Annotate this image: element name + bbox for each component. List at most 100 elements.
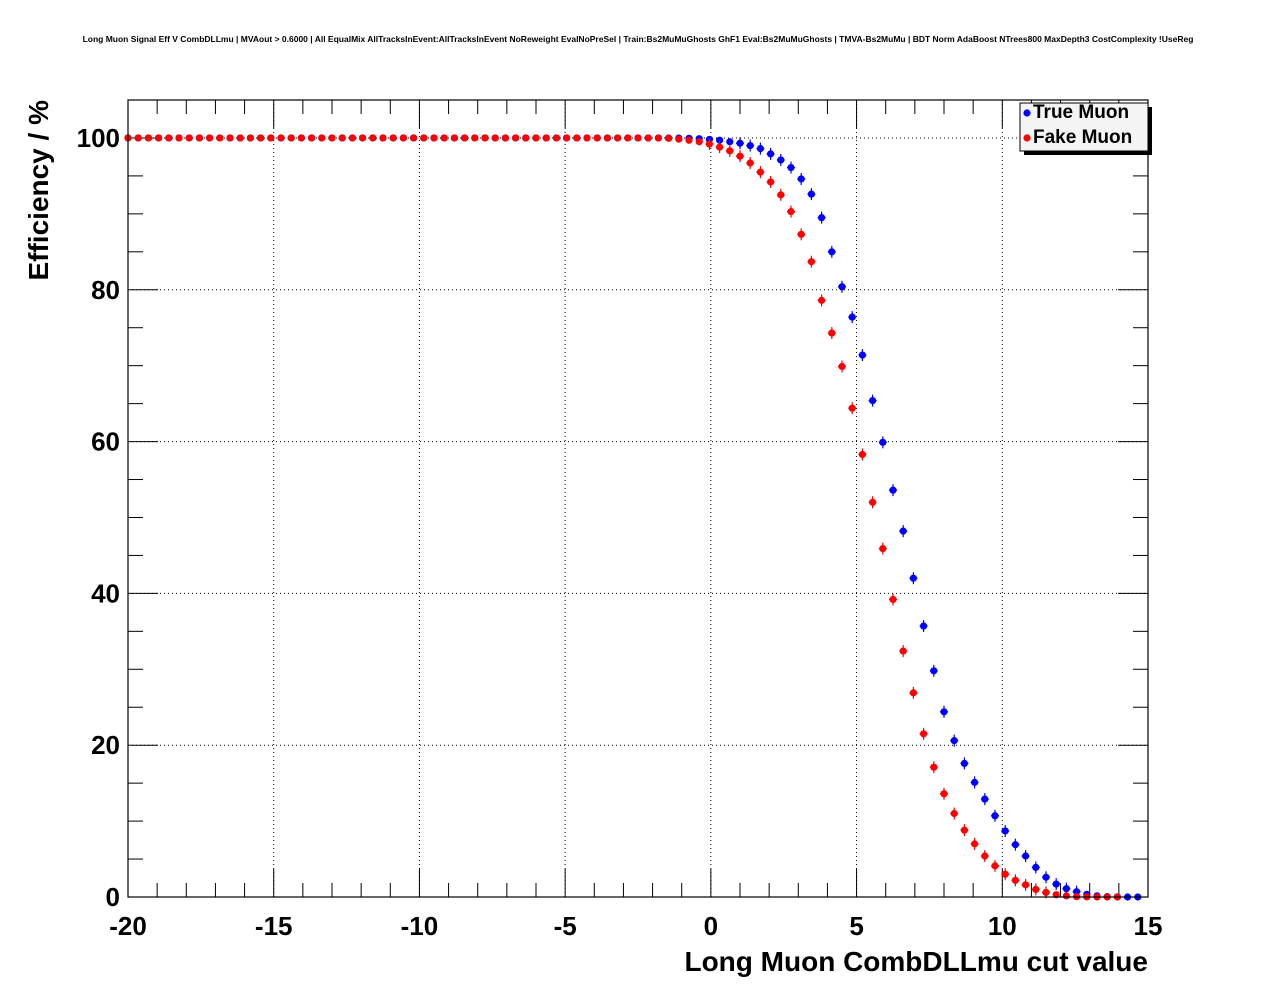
data-point [981, 852, 989, 860]
x-tick-label: -20 [109, 911, 147, 941]
data-point [787, 163, 795, 172]
data-point [828, 329, 836, 337]
data-point [267, 134, 275, 142]
data-point [930, 667, 938, 675]
data-point [869, 396, 877, 405]
data-point [879, 544, 887, 553]
data-point [899, 527, 907, 535]
data-point [756, 168, 765, 176]
data-point [950, 809, 958, 818]
data-point [297, 134, 305, 142]
data-point [1032, 885, 1040, 894]
data-point [991, 862, 999, 870]
data-point [705, 140, 714, 148]
x-tick-label: 10 [988, 911, 1017, 941]
data-point [848, 313, 856, 321]
data-point [756, 144, 765, 153]
data-point [858, 450, 867, 459]
data-point [175, 134, 183, 142]
grid [128, 100, 1148, 897]
legend-marker-fake-muon [1023, 134, 1031, 142]
data-point [511, 134, 520, 142]
data-point [144, 134, 152, 142]
data-point [1062, 892, 1070, 900]
data-point [624, 134, 632, 142]
data-point [828, 248, 836, 256]
data-point [1022, 881, 1030, 889]
data-point [879, 438, 887, 446]
y-axis-title: Efficiency / % [23, 100, 54, 281]
data-point [981, 795, 989, 803]
data-point [777, 156, 785, 164]
data-point [338, 134, 346, 142]
data-point [552, 134, 561, 142]
data-point [1022, 852, 1030, 860]
y-tick-label: 40 [91, 578, 120, 608]
data-point [777, 191, 785, 199]
data-point [359, 134, 367, 142]
data-point [461, 134, 469, 142]
y-tick-label: 20 [91, 730, 120, 760]
data-point [858, 351, 867, 359]
legend-label-true-muon: True Muon [1033, 102, 1129, 123]
data-point [960, 826, 969, 834]
data-point [287, 134, 295, 142]
data-point [889, 486, 897, 494]
data-point [818, 214, 826, 222]
data-point [246, 134, 254, 142]
data-point [206, 134, 214, 142]
legend-label-fake-muon: Fake Muon [1033, 127, 1132, 148]
data-point [614, 134, 622, 142]
data-point [797, 175, 805, 183]
data-point [726, 147, 734, 155]
data-point [950, 737, 958, 745]
data-point [909, 574, 918, 582]
data-point [960, 759, 969, 768]
data-point [695, 138, 703, 146]
x-tick-label: 0 [704, 911, 718, 941]
data-point [971, 778, 979, 786]
data-point [491, 134, 499, 142]
y-tick-label: 80 [91, 275, 120, 305]
data-point [165, 134, 173, 142]
x-tick-label: -15 [255, 911, 293, 941]
data-point [542, 134, 550, 142]
data-point [726, 138, 734, 146]
x-tick-label: -5 [554, 911, 577, 941]
data-point [654, 134, 663, 142]
data-point [369, 134, 377, 142]
data-point [767, 150, 775, 158]
data-point [532, 134, 540, 142]
data-point [920, 730, 928, 738]
data-point [920, 622, 928, 630]
data-point [807, 258, 816, 266]
data-point [889, 595, 897, 604]
data-point [807, 190, 816, 198]
plot-frame [127, 99, 1149, 898]
data-point [440, 134, 448, 142]
data-point [797, 230, 805, 238]
series-true-muon [124, 134, 1142, 901]
x-tick-label: 5 [849, 911, 863, 941]
legend-marker-true-muon [1023, 109, 1031, 117]
data-point [134, 134, 142, 142]
data-point [522, 134, 530, 142]
y-tick-labels: 0 20 40 60 80 100 [77, 123, 120, 912]
data-point [665, 134, 673, 142]
data-point [746, 159, 754, 167]
data-point [899, 647, 907, 655]
data-point [1011, 841, 1020, 849]
axis-ticks [127, 99, 1149, 898]
legend: True Muon Fake Muon [1019, 102, 1152, 155]
y-tick-label: 100 [77, 123, 120, 153]
data-point [716, 136, 724, 144]
data-point [736, 152, 744, 160]
data-point [787, 207, 795, 216]
data-point [257, 134, 265, 142]
data-point [909, 689, 918, 697]
series-fake-muon [124, 134, 1121, 901]
data-point [195, 134, 203, 142]
x-tick-label: -10 [401, 911, 439, 941]
data-point [1042, 888, 1050, 897]
